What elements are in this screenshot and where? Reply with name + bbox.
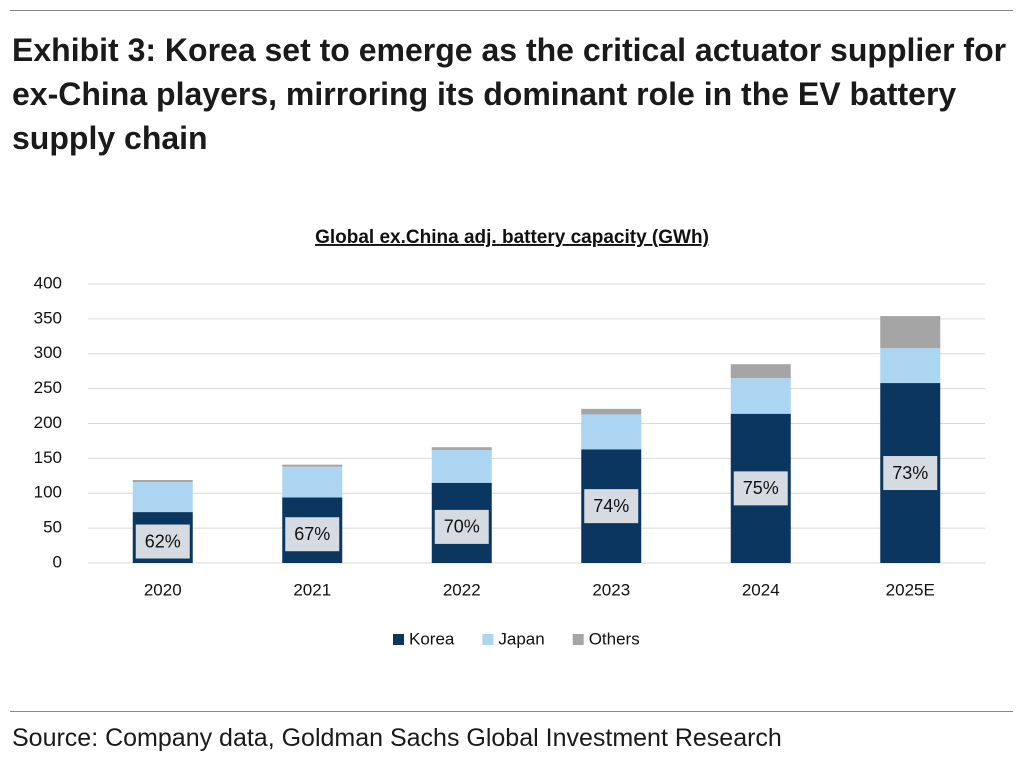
share-label-box [883,456,938,491]
bar-segment [581,414,642,450]
bar-segment [880,316,941,349]
y-tick-label: 50 [43,518,62,537]
share-label-box [434,509,489,544]
legend-swatch [572,634,584,645]
x-tick-label: 2022 [443,580,481,599]
legend-swatch [482,634,494,645]
share-label: 74% [593,496,629,516]
y-tick-label: 200 [34,413,62,432]
legend-swatch [393,634,404,645]
y-tick-label: 100 [34,483,62,502]
bar-segment [282,464,343,467]
share-label: 70% [444,517,480,537]
x-tick-label: 2023 [592,580,630,599]
bar-segment [730,378,791,414]
x-tick-label: 2020 [144,580,182,599]
legend-label: Others [589,629,640,648]
share-label: 73% [892,463,928,483]
bar-segment [132,479,193,483]
share-label: 67% [294,524,330,544]
share-label: 62% [145,531,181,551]
legend-label: Korea [409,629,455,648]
y-tick-label: 250 [34,378,62,397]
bar-segment [880,348,941,384]
legend-label: Japan [498,629,544,648]
bar-segment [282,466,343,498]
top-rule [10,10,1013,11]
y-tick-label: 300 [34,343,62,362]
x-tick-label: 2025E [886,580,935,599]
chart-subtitle: Global ex.China adj. battery capacity (G… [315,227,709,248]
share-label-box [135,524,190,559]
share-label-box [733,471,788,506]
share-label-box [584,489,639,524]
y-tick-label: 400 [34,273,62,292]
bar-segment [730,364,791,379]
y-tick-label: 0 [53,552,62,571]
bar-segment [581,408,642,415]
y-tick-label: 150 [34,448,62,467]
source: Source: Company data, Goldman Sachs Glob… [12,724,782,752]
share-label-box [285,517,340,552]
chart: Global ex.China adj. battery capacity (G… [34,227,985,648]
chart-title: Exhibit 3: Korea set to emerge as the cr… [12,32,1007,156]
share-label: 75% [743,478,779,498]
bar-segment [431,447,492,451]
x-tick-label: 2021 [293,580,331,599]
bottom-rule [10,711,1013,712]
y-tick-label: 350 [34,308,62,327]
bar-segment [132,482,193,513]
bar-segment [431,450,492,483]
x-tick-label: 2024 [742,580,780,599]
